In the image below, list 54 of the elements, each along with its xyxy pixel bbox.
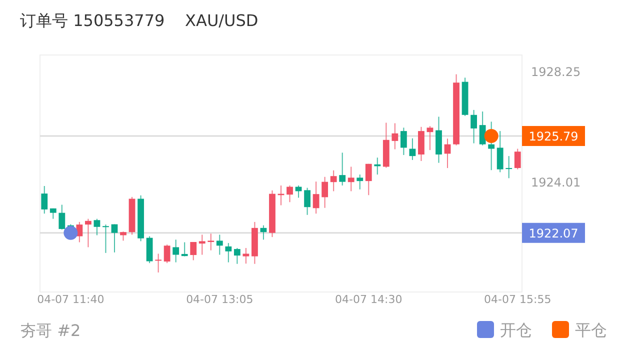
candlestick (330, 170, 337, 192)
candlestick (260, 224, 267, 240)
candlestick (322, 176, 328, 208)
y-tick-label: 1928.25 (531, 64, 581, 79)
candlestick (164, 244, 170, 264)
candlestick (409, 138, 416, 160)
candlestick (286, 184, 293, 203)
candlestick (94, 218, 100, 236)
candlestick (85, 218, 92, 248)
candlestick (102, 224, 109, 254)
candlestick (216, 234, 223, 256)
candlestick (488, 121, 495, 171)
candlestick (418, 126, 424, 162)
candlestick (400, 127, 407, 156)
candlestick (348, 166, 354, 192)
x-tick-label: 04-07 14:30 (335, 293, 402, 306)
ref-line-label: 1922.07 (528, 226, 578, 240)
candlestick (41, 186, 48, 214)
candlestick (365, 163, 372, 196)
candlestick (76, 221, 83, 243)
candlestick (339, 152, 346, 186)
candlestick (479, 111, 486, 146)
candlestick (198, 234, 206, 256)
candlestick (111, 224, 118, 253)
candlestick (444, 138, 451, 169)
candlestick (58, 204, 66, 230)
y-tick-label: 1924.01 (531, 175, 581, 190)
candlestick (392, 122, 398, 150)
candlestick (181, 242, 188, 257)
candlestick (120, 231, 126, 242)
candlestick (172, 239, 180, 263)
candlestick (506, 156, 512, 179)
candlestick (155, 253, 162, 273)
candlestick (190, 241, 197, 261)
candlestick (514, 148, 521, 170)
candlestick (234, 247, 240, 264)
candlestick (304, 187, 310, 216)
candlestick (312, 181, 320, 214)
ref-line-label: 1925.79 (528, 129, 578, 144)
candlestick (496, 130, 504, 173)
candlestick (356, 174, 364, 190)
legend-label: 开仓 (500, 320, 532, 340)
candlestick (208, 233, 214, 251)
candlestick (242, 247, 250, 264)
chart-title: 订单号 150553779 XAU/USD (20, 11, 258, 30)
candlestick (225, 242, 232, 263)
x-tick-label: 04-07 15:55 (484, 293, 552, 306)
candlestick (470, 109, 477, 144)
candlestick (426, 126, 434, 151)
text: 夯哥 #2 (20, 321, 81, 340)
x-tick-label: 04-07 11:40 (37, 293, 104, 306)
candlestick (146, 236, 153, 264)
x-tick-label: 04-07 13:05 (186, 293, 254, 306)
legend-label: 平仓 (575, 320, 607, 340)
